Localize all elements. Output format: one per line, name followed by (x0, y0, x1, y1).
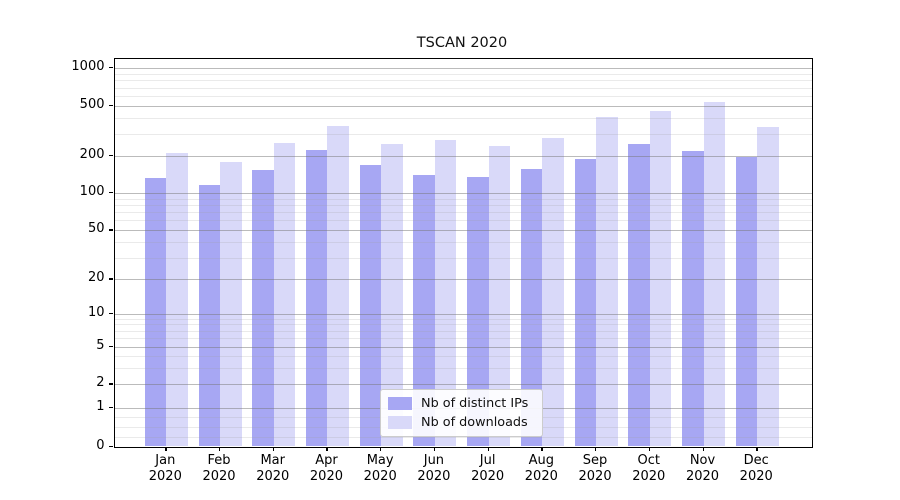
y-tick-label: 20 (87, 270, 105, 286)
bar-downloads (434, 140, 457, 447)
y-tick-mark (109, 278, 113, 280)
x-tick-mark (272, 446, 275, 451)
y-tick-label: 5 (96, 337, 105, 353)
bar-downloads (757, 126, 779, 447)
bar-downloads (542, 137, 564, 447)
legend-swatch (388, 416, 412, 429)
plot-area (113, 57, 813, 448)
legend-label: Nb of downloads (421, 415, 528, 430)
x-tick-label: Jun 2020 (417, 452, 451, 485)
x-tick-label: Aug 2020 (524, 452, 558, 485)
y-tick-mark (109, 67, 113, 69)
bars-layer (115, 59, 813, 447)
bar-downloads (488, 146, 511, 447)
x-tick-mark (702, 446, 704, 451)
bar-distinct-ips (628, 143, 650, 447)
bar-distinct-ips (735, 156, 758, 447)
y-tick-mark (109, 345, 113, 347)
bar-distinct-ips (305, 150, 328, 447)
x-tick-mark (380, 446, 382, 451)
bar-distinct-ips (359, 165, 382, 447)
bar-distinct-ips (682, 151, 704, 447)
y-tick-mark (109, 312, 113, 314)
x-tick-mark (165, 446, 167, 451)
x-tick-mark (487, 446, 489, 451)
x-tick-mark (756, 446, 758, 451)
y-tick-mark (109, 383, 113, 385)
y-tick-label: 2 (96, 375, 105, 391)
x-tick-mark (595, 446, 597, 451)
y-tick-mark (109, 406, 113, 408)
bar-distinct-ips (413, 174, 435, 447)
y-tick-mark (109, 192, 113, 194)
bar-downloads (649, 110, 672, 447)
legend: Nb of distinct IPs Nb of downloads (380, 389, 543, 437)
bar-distinct-ips (574, 159, 597, 447)
y-tick-mark (109, 445, 113, 447)
bar-downloads (381, 143, 403, 447)
y-tick-label: 1000 (71, 59, 105, 74)
x-tick-label: Dec 2020 (739, 452, 773, 485)
x-tick-mark (219, 446, 221, 451)
y-tick-mark (109, 229, 113, 231)
x-tick-label: Nov 2020 (685, 452, 720, 485)
x-tick-mark (648, 446, 651, 451)
y-tick-label: 50 (87, 221, 105, 237)
y-tick-label: 0 (96, 437, 105, 453)
x-tick-label: Jul 2020 (471, 452, 505, 485)
bar-downloads (703, 101, 725, 447)
x-tick-label: Mar 2020 (256, 452, 290, 485)
x-tick-label: Sep 2020 (578, 452, 612, 485)
x-tick-mark (433, 446, 436, 451)
legend-label: Nb of distinct IPs (421, 396, 529, 411)
x-tick-label: Apr 2020 (309, 452, 343, 485)
y-tick-mark (109, 105, 113, 107)
bar-distinct-ips (252, 170, 274, 447)
legend-swatch (388, 397, 412, 410)
x-tick-label: May 2020 (363, 452, 397, 485)
bar-downloads (596, 116, 618, 447)
bar-downloads (166, 152, 188, 447)
x-tick-label: Jan 2020 (148, 452, 182, 485)
bar-downloads (220, 161, 242, 447)
y-tick-label: 200 (79, 146, 105, 162)
bar-distinct-ips (198, 184, 221, 447)
chart-title: TSCAN 2020 (416, 35, 508, 51)
bar-distinct-ips (520, 168, 543, 447)
x-tick-mark (541, 446, 543, 451)
y-tick-label: 500 (79, 97, 105, 112)
y-tick-mark (109, 154, 113, 156)
x-tick-label: Oct 2020 (632, 452, 666, 485)
bar-distinct-ips (467, 176, 489, 447)
legend-item-distinct-ips: Nb of distinct IPs (381, 396, 542, 411)
y-tick-label: 10 (87, 304, 105, 320)
y-tick-label: 100 (79, 184, 105, 199)
bar-downloads (273, 142, 296, 447)
bar-distinct-ips (144, 177, 167, 447)
y-tick-label: 1 (96, 398, 105, 414)
legend-item-downloads: Nb of downloads (381, 415, 542, 430)
bar-downloads (327, 126, 349, 447)
x-tick-label: Feb 2020 (202, 452, 236, 485)
x-tick-mark (326, 446, 328, 451)
